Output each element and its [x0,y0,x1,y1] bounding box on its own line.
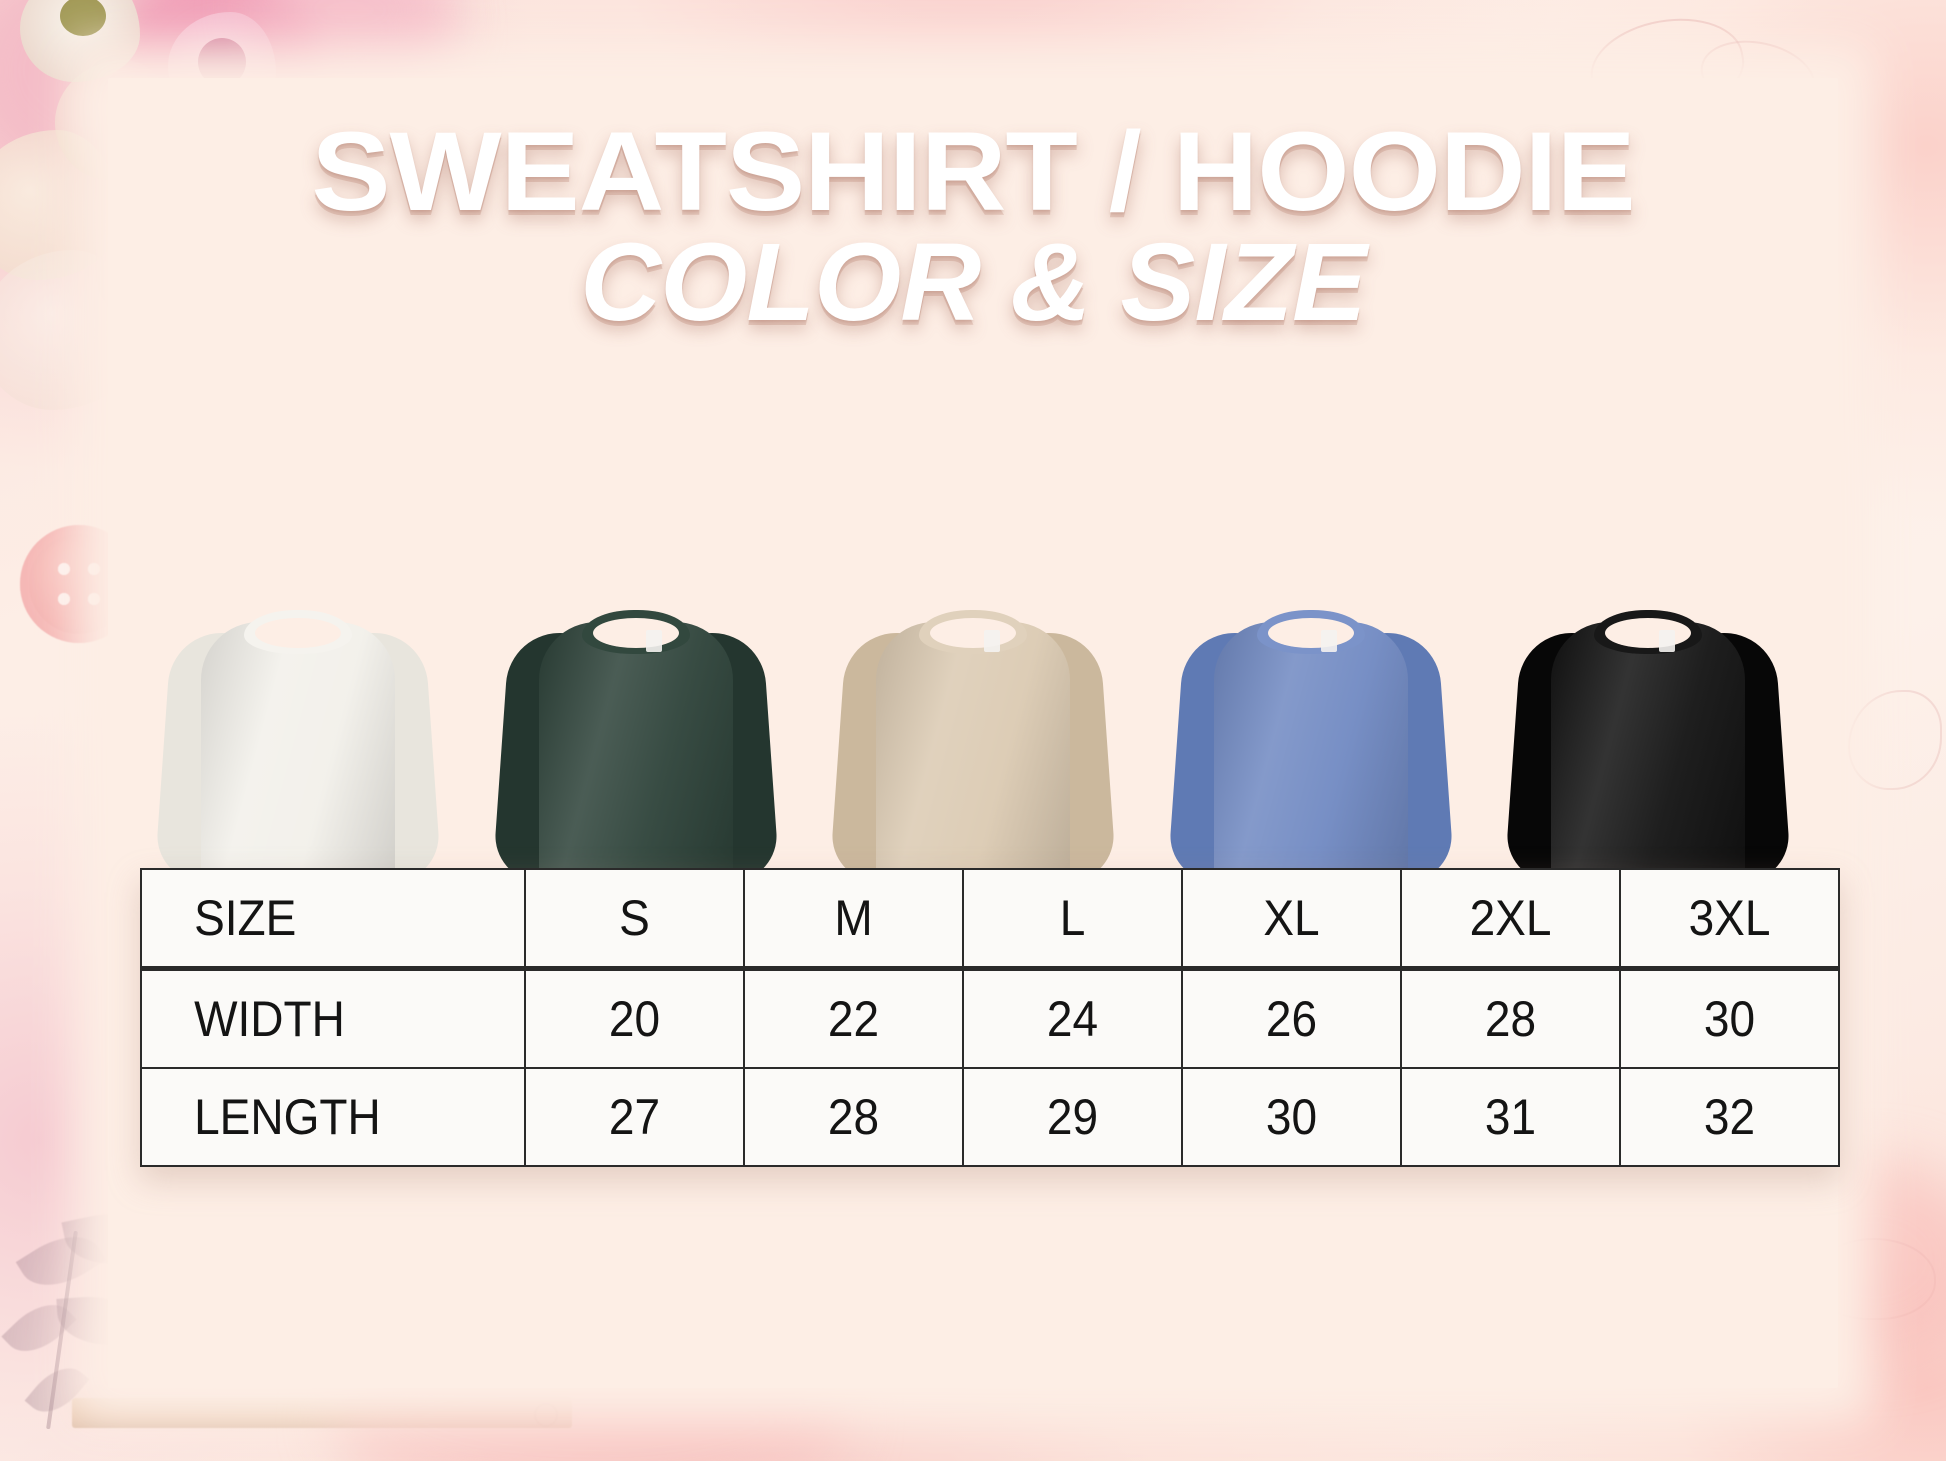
cell-length-s: 27 [532,1067,737,1167]
garment-white[interactable]: White [148,448,448,1003]
size-table-container: SIZE S M L XL 2XL 3XL WIDTH 20 22 24 26 28 30 LENGTH 27… [140,868,1840,1167]
color-swatch-row: WhiteGreenBeigeBlueBlack [148,448,1798,1003]
cell-length-3xl: 32 [1627,1067,1832,1167]
cell-width-s: 20 [532,967,737,1069]
cell-width-l: 24 [970,967,1175,1069]
title-line-primary: SWEATSHIRT / HOODIE [311,109,1635,234]
poster-inner-panel: SWEATSHIRT / HOODIE COLOR & SIZE WhiteGr… [108,78,1840,1388]
column-header-xl: XL [1189,868,1394,971]
row-label-length: LENGTH [155,1067,511,1167]
fabric-shading [538,622,733,896]
neck-opening [255,618,341,648]
garment-body [201,622,395,896]
row-label-size: SIZE [155,868,511,971]
cell-length-xl: 30 [1189,1067,1394,1167]
wooden-ruler-icon [72,1398,572,1428]
neck-label-tag [1658,630,1675,652]
table-header-row: SIZE S M L XL 2XL 3XL [141,868,1839,971]
column-header-s: S [532,868,737,971]
garment-body [1213,622,1408,896]
neck-opening [1605,618,1691,648]
table-row: LENGTH 27 28 29 30 31 32 [141,1067,1839,1167]
neck-label-tag [1321,630,1338,652]
cell-length-m: 28 [751,1067,956,1167]
size-table: SIZE S M L XL 2XL 3XL WIDTH 20 22 24 26 28 30 LENGTH 27… [140,868,1840,1167]
sweatshirt-illustration [1166,596,1455,896]
neck-opening [592,618,679,648]
garment-body [876,622,1070,896]
cell-width-xl: 26 [1189,967,1394,1069]
cell-length-l: 29 [970,1067,1175,1167]
garment-blue[interactable]: Blue [1161,448,1461,1003]
column-header-l: L [970,868,1175,971]
fabric-shading [876,622,1070,896]
neck-label-tag [646,630,663,652]
fabric-shading [1551,622,1745,896]
column-header-m: M [751,868,956,971]
neck-label-tag [983,630,1000,652]
cell-width-2xl: 28 [1408,967,1613,1069]
fabric-shading [201,622,395,896]
garment-black[interactable]: Black [1498,448,1798,1003]
column-header-3xl: 3XL [1627,868,1832,971]
column-header-2xl: 2XL [1408,868,1613,971]
cell-length-2xl: 31 [1408,1067,1613,1167]
neck-opening [1267,618,1354,648]
cell-width-3xl: 30 [1627,967,1832,1069]
sweatshirt-illustration [1504,596,1792,896]
page-title: SWEATSHIRT / HOODIE COLOR & SIZE [108,116,1838,337]
cell-width-m: 22 [751,967,956,1069]
sweatshirt-illustration [154,596,442,896]
fabric-shading [1213,622,1408,896]
garment-body [538,622,733,896]
table-row: WIDTH 20 22 24 26 28 30 [141,967,1839,1069]
row-label-width: WIDTH [155,967,511,1069]
neck-opening [930,618,1016,648]
garment-body [1551,622,1745,896]
sweatshirt-illustration [829,596,1117,896]
garment-beige[interactable]: Beige [823,448,1123,1003]
garment-green[interactable]: Green [486,448,786,1003]
title-line-secondary: COLOR & SIZE [580,220,1367,344]
sweatshirt-illustration [491,596,780,896]
